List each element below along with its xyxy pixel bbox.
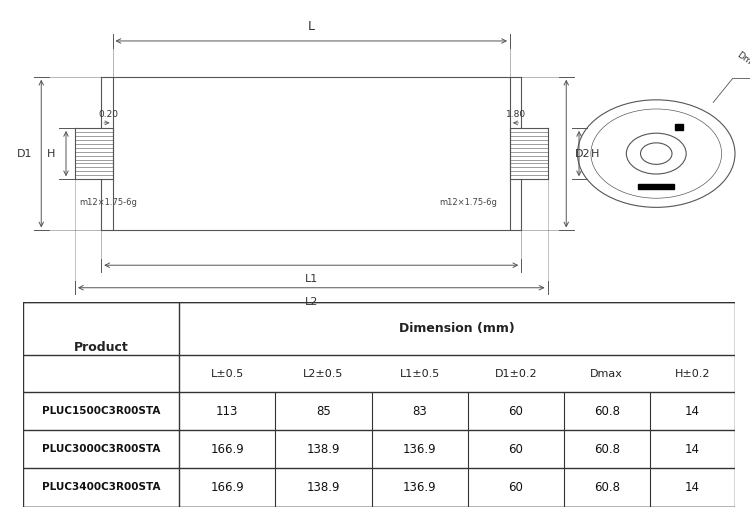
Text: m12×1.75-6g: m12×1.75-6g	[439, 198, 497, 207]
Text: m12×1.75-6g: m12×1.75-6g	[79, 198, 136, 207]
Text: 14: 14	[685, 404, 700, 418]
Text: 60.8: 60.8	[594, 404, 619, 418]
Text: 166.9: 166.9	[211, 442, 244, 456]
Text: D2: D2	[575, 148, 590, 159]
Text: H±0.2: H±0.2	[674, 369, 710, 379]
Text: L2: L2	[304, 297, 318, 307]
Text: H: H	[591, 148, 600, 159]
Text: L1±0.5: L1±0.5	[400, 369, 439, 379]
Text: 136.9: 136.9	[403, 442, 436, 456]
Text: 60: 60	[509, 442, 524, 456]
Text: 14: 14	[685, 481, 700, 494]
Text: Dmax: Dmax	[590, 369, 623, 379]
Text: H: H	[46, 148, 56, 159]
Text: 14: 14	[685, 442, 700, 456]
Text: L2±0.5: L2±0.5	[303, 369, 344, 379]
Text: 1.80: 1.80	[506, 110, 526, 119]
Text: 138.9: 138.9	[307, 442, 340, 456]
Text: D1±0.2: D1±0.2	[494, 369, 537, 379]
Text: 138.9: 138.9	[307, 481, 340, 494]
Text: 85: 85	[316, 404, 331, 418]
Text: PLUC3000C3R00STA: PLUC3000C3R00STA	[42, 444, 160, 454]
Text: Dimension (mm): Dimension (mm)	[399, 322, 515, 335]
Bar	[638, 184, 674, 189]
Text: 83: 83	[413, 404, 427, 418]
Text: PLUC1500C3R00STA: PLUC1500C3R00STA	[42, 406, 160, 416]
Text: 136.9: 136.9	[403, 481, 436, 494]
Text: L1: L1	[304, 274, 318, 285]
Text: Product: Product	[74, 340, 128, 354]
Bar	[675, 124, 683, 130]
Text: 113: 113	[216, 404, 238, 418]
Text: 60: 60	[509, 404, 524, 418]
Text: 0.20: 0.20	[98, 110, 118, 119]
Text: Dmax: Dmax	[735, 51, 750, 73]
Text: L±0.5: L±0.5	[211, 369, 244, 379]
Text: D1: D1	[17, 148, 32, 159]
Text: PLUC3400C3R00STA: PLUC3400C3R00STA	[42, 482, 160, 493]
Text: 60.8: 60.8	[594, 481, 619, 494]
Text: 166.9: 166.9	[211, 481, 244, 494]
Text: L: L	[308, 20, 315, 33]
Text: 60.8: 60.8	[594, 442, 619, 456]
Text: 60: 60	[509, 481, 524, 494]
